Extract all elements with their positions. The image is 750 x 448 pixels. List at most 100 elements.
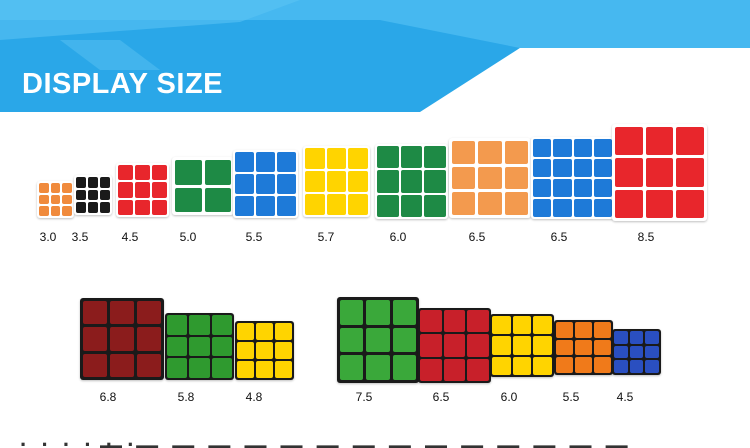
puzzle-cube-image	[449, 138, 531, 218]
cube-sticker	[512, 356, 532, 375]
cube-sticker	[83, 327, 107, 351]
cube-sticker	[533, 336, 552, 355]
cube-sticker	[593, 199, 612, 217]
cube-size-label: 5.0	[179, 230, 197, 244]
cube-sticker	[88, 189, 98, 201]
cube-sticker	[256, 196, 275, 216]
cube-sticker	[256, 174, 275, 194]
cube-sticker	[553, 139, 572, 157]
cube-size-label: 5.8	[177, 390, 195, 404]
cube-sticker	[189, 315, 210, 335]
cube-sticker	[614, 331, 628, 344]
puzzle-cube-image	[116, 163, 169, 217]
cube-sticker	[39, 194, 49, 205]
cube-sticker	[237, 361, 254, 378]
cube-sticker	[420, 358, 442, 381]
puzzle-cube-image	[80, 298, 164, 380]
cube-sticker	[573, 199, 592, 217]
cube-sticker	[615, 127, 643, 156]
cube-sticker	[629, 345, 644, 359]
puzzle-cube-image	[531, 137, 614, 219]
cube-sticker	[533, 356, 552, 375]
cube-sticker	[467, 310, 489, 333]
cube-sticker	[237, 342, 254, 359]
cube-size-label: 7.5	[355, 390, 373, 404]
cube-sticker	[645, 360, 659, 373]
cube-sticker	[277, 174, 296, 194]
cube-sticker	[83, 301, 107, 325]
cube-sticker	[629, 360, 644, 373]
cube-sticker	[152, 165, 167, 181]
cube-sticker	[492, 356, 511, 375]
cube-sticker	[593, 139, 612, 157]
cube-sticker	[110, 327, 134, 351]
cube-sticker	[137, 301, 161, 325]
cube-sticker	[366, 355, 390, 380]
cube-sticker	[478, 192, 502, 215]
cube-sticker	[676, 158, 704, 187]
cube-sticker	[573, 139, 592, 157]
cube-sticker	[277, 196, 296, 216]
cube-sticker	[326, 171, 347, 192]
cube-sticker	[452, 192, 476, 215]
puzzle-cube-image	[235, 321, 294, 380]
cube-sticker	[645, 158, 674, 187]
cube-sticker	[152, 182, 167, 198]
cube-sticker	[478, 141, 502, 164]
cube-sticker	[424, 170, 446, 193]
puzzle-cube-image	[554, 320, 613, 375]
cube-sticker	[533, 139, 552, 157]
cube-sticker	[76, 177, 86, 188]
cube-size-label: 6.5	[432, 390, 450, 404]
cube-sticker	[556, 357, 573, 373]
cube-sticker	[467, 334, 489, 357]
cube-sticker	[88, 202, 98, 213]
cube-sticker	[76, 202, 86, 213]
cube-sticker	[492, 336, 511, 355]
cube-sticker	[348, 148, 368, 169]
cube-sticker	[62, 206, 72, 216]
cube-size-label: 3.5	[71, 230, 89, 244]
cube-sticker	[533, 159, 552, 177]
cube-sticker	[88, 177, 98, 188]
cube-sticker	[392, 327, 416, 353]
cube-sticker	[235, 196, 254, 216]
cube-sticker	[137, 353, 161, 377]
cube-sticker	[512, 336, 532, 355]
cube-sticker	[237, 323, 254, 340]
cube-sticker	[504, 141, 528, 164]
puzzle-cube-image	[37, 181, 74, 218]
cube-sticker	[348, 194, 368, 215]
puzzle-cube-image	[74, 175, 112, 215]
cube-sticker	[50, 206, 61, 216]
cube-sticker	[629, 331, 644, 344]
page-title: DISPLAY SIZE	[22, 68, 224, 100]
cube-sticker	[645, 127, 674, 156]
cube-sticker	[340, 327, 364, 353]
cube-size-label: 6.0	[389, 230, 407, 244]
cube-sticker	[512, 316, 532, 335]
cube-sticker	[556, 322, 573, 338]
puzzle-cube-image	[612, 124, 707, 221]
cube-sticker	[152, 199, 167, 215]
cube-sticker	[256, 361, 273, 378]
cube-sticker	[275, 361, 292, 378]
cube-sticker	[39, 206, 49, 216]
cube-size-label: 6.0	[500, 390, 518, 404]
cube-sticker	[137, 327, 161, 351]
cube-sticker	[614, 345, 628, 359]
cube-sticker	[452, 141, 476, 164]
puzzle-cube-image	[165, 313, 234, 380]
cube-sticker	[135, 199, 150, 215]
cube-sticker	[594, 322, 611, 338]
cube-sticker	[366, 327, 390, 353]
cube-sticker	[256, 152, 275, 172]
cube-sticker	[420, 310, 442, 333]
cube-sticker	[62, 194, 72, 205]
cube-sticker	[400, 146, 423, 169]
cube-sticker	[392, 300, 416, 325]
cube-sticker	[424, 146, 446, 169]
cube-sticker	[492, 316, 511, 335]
cube-sticker	[556, 339, 573, 356]
cube-size-label: 3.0	[39, 230, 57, 244]
